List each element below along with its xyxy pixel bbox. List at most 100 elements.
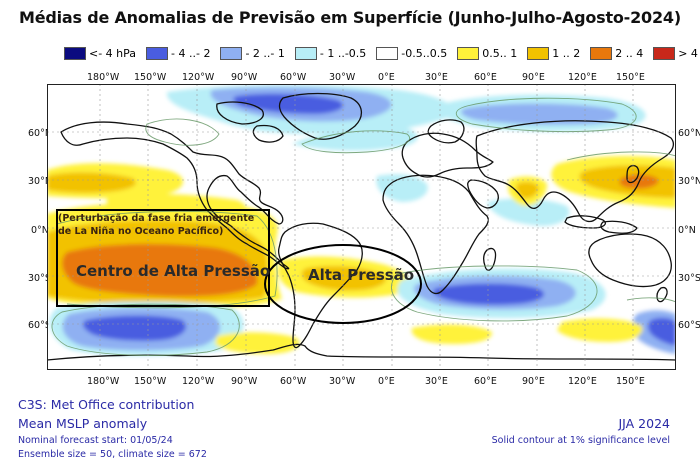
coast-madagascar <box>483 247 497 271</box>
legend-item: <- 4 hPa <box>64 46 136 60</box>
legend-item: 1 .. 2 <box>527 46 580 60</box>
legend-item: - 4 ..- 2 <box>146 46 211 60</box>
lon-label: 30°E <box>425 376 448 387</box>
anomaly-io-light <box>487 198 570 226</box>
sig-contour <box>56 210 278 309</box>
anomaly-india-orange <box>516 181 539 199</box>
legend-item: -0.5..0.5 <box>376 46 448 60</box>
lat-label: 0°N <box>31 225 49 236</box>
lon-label: 30°E <box>425 72 448 83</box>
coast-scandinavia <box>427 119 465 144</box>
legend-swatch <box>146 46 169 60</box>
legend-label: - 4 ..- 2 <box>171 46 211 60</box>
legend-item: 2 .. 4 <box>590 46 644 60</box>
legend-swatch <box>220 46 243 60</box>
lon-label: 90°W <box>231 72 258 83</box>
sig-contour <box>391 265 598 322</box>
lon-label: 150°E <box>616 376 645 387</box>
lon-label: 60°E <box>474 376 497 387</box>
legend-item: - 1 ..-0.5 <box>294 46 367 60</box>
lon-label: 60°W <box>280 72 307 83</box>
high-pressure-label: Alta Pressão <box>308 266 415 284</box>
la-nina-annotation: (Perturbação da fase fria emergente de L… <box>58 213 255 237</box>
anomaly-so-pac-core <box>82 315 186 341</box>
coast-africa <box>382 174 489 295</box>
anomaly-natl-light <box>292 127 418 151</box>
coast-new-zealand <box>656 286 668 303</box>
lon-label: 90°E <box>522 376 545 387</box>
lat-label: 30°S <box>28 273 51 284</box>
high-pressure-ellipse-shape <box>264 244 422 324</box>
sig-contour <box>51 303 240 356</box>
anomaly-europe-mid <box>461 103 618 125</box>
sig-contour <box>145 118 220 146</box>
lon-label: 150°E <box>616 72 645 83</box>
legend-label: - 1 ..-0.5 <box>319 46 367 60</box>
coast-indonesia <box>564 215 638 234</box>
season-label: JJA 2024 <box>618 416 671 431</box>
lat-label: 60°S <box>28 320 51 331</box>
coast-greenland <box>278 92 362 140</box>
lat-label: 60°N <box>28 128 52 139</box>
legend-swatch <box>590 46 613 60</box>
coast-south-america <box>277 222 363 349</box>
anomaly-antarctic-yellow-mid <box>411 324 493 344</box>
sig-contour <box>566 151 676 161</box>
legend-label: - 2 ..- 1 <box>245 46 285 60</box>
variable-label: Mean MSLP anomaly <box>18 416 148 431</box>
lat-label: 0°N <box>678 225 696 236</box>
legend-swatch <box>457 46 480 60</box>
anomaly-antarctic-yellow-e <box>557 318 643 342</box>
anomaly-satl-gold <box>301 266 386 291</box>
coast-antarctica <box>47 343 676 361</box>
lon-label: 30°W <box>329 376 356 387</box>
coast-australia <box>588 233 672 288</box>
anomaly-so-indian-core <box>432 283 545 305</box>
legend-label: -0.5..0.5 <box>401 46 448 60</box>
legend-label: 2 .. 4 <box>615 46 644 60</box>
lat-label: 30°N <box>28 176 52 187</box>
anomaly-spac-orange <box>62 243 258 297</box>
high-pressure-ellipse <box>264 244 422 324</box>
contribution-credit: C3S: Met Office contribution <box>18 397 195 412</box>
anomaly-npac-orange <box>47 172 136 193</box>
lon-label: 120°E <box>568 376 597 387</box>
sig-contour <box>626 297 676 303</box>
lat-label: 30°S <box>678 273 700 284</box>
lon-label: 60°W <box>280 376 307 387</box>
legend-swatch <box>294 46 317 60</box>
lat-label: 60°S <box>678 320 700 331</box>
lon-label: 150°W <box>134 376 167 387</box>
lon-label: 180°W <box>87 72 120 83</box>
anomaly-trop-atl-light <box>376 174 428 202</box>
high-pressure-center-label: Centro de Alta Pressão <box>76 262 271 280</box>
legend-item: > 4 hPa <box>653 46 700 60</box>
color-legend: <- 4 hPa - 4 ..- 2 - 2 ..- 1 - 1 ..-0.5 -0.5… <box>64 44 700 62</box>
lon-label: 30°W <box>329 72 356 83</box>
coast-japan <box>626 164 640 184</box>
legend-label: > 4 hPa <box>678 46 700 60</box>
significance-contours <box>51 97 676 356</box>
lon-label: 150°W <box>134 72 167 83</box>
legend-swatch <box>527 46 550 60</box>
lon-label: 120°W <box>182 376 215 387</box>
legend-item: - 2 ..- 1 <box>220 46 285 60</box>
lat-label: 30°N <box>678 176 700 187</box>
coast-arabia <box>467 179 499 209</box>
lon-label: 60°E <box>474 72 497 83</box>
legend-swatch <box>64 46 86 60</box>
anomaly-eq-pac-yellow <box>107 193 246 217</box>
map-frame <box>47 84 676 370</box>
lat-label: 60°N <box>678 128 700 139</box>
high-pressure-center-box <box>56 209 270 307</box>
lon-label: 0°E <box>378 376 395 387</box>
ensemble-size: Ensemble size = 50, climate size = 672 <box>18 449 207 460</box>
sig-contour <box>301 130 410 154</box>
lon-label: 180°W <box>87 376 120 387</box>
lon-label: 90°E <box>522 72 545 83</box>
contour-note: Solid contour at 1% significance level <box>491 435 670 446</box>
coastlines <box>47 92 676 361</box>
coast-europe <box>401 132 494 178</box>
legend-swatch <box>376 46 399 60</box>
lon-label: 0°E <box>378 72 395 83</box>
